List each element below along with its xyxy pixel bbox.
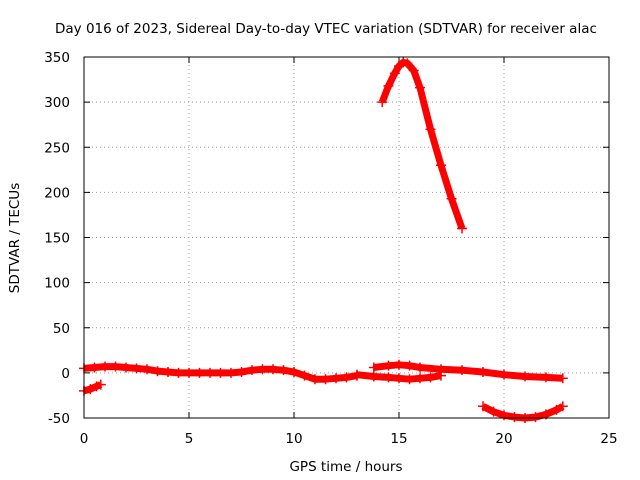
data-point	[377, 97, 388, 108]
data-point	[457, 223, 467, 234]
x-tick-label: 0	[80, 431, 89, 447]
series-track-e	[377, 57, 467, 234]
data-point	[121, 362, 131, 373]
data-point	[478, 366, 488, 377]
data-point	[398, 57, 409, 68]
data-point	[541, 372, 551, 383]
data-point	[530, 412, 541, 423]
data-point	[394, 359, 404, 370]
data-point	[415, 373, 425, 384]
data-point	[488, 406, 499, 417]
data-point	[557, 401, 568, 412]
data-point	[394, 373, 404, 384]
data-point	[499, 410, 509, 421]
axis-ticks: 0 5 10 15 20 25 -50 0 50 100 150 200 250 300 350	[44, 50, 617, 447]
data-point	[236, 366, 247, 377]
series-line	[378, 58, 466, 230]
data-point	[383, 80, 394, 91]
data-point	[320, 374, 331, 385]
data-point	[520, 371, 530, 382]
data-point	[352, 369, 362, 380]
data-point	[408, 65, 419, 76]
data-point	[91, 381, 102, 392]
series-track-c	[368, 359, 568, 384]
chart-title: Day 016 of 2023, Sidereal Day-to-day VTE…	[55, 21, 597, 37]
data-point	[478, 401, 488, 412]
data-point	[415, 362, 425, 373]
x-tick-label: 15	[390, 431, 407, 447]
data-point	[383, 372, 394, 383]
data-point	[331, 373, 341, 384]
data-point	[173, 367, 184, 378]
y-tick-label: 100	[44, 276, 70, 292]
x-tick-label: 5	[185, 431, 194, 447]
data-point	[310, 374, 320, 385]
data-point	[457, 365, 467, 376]
data-point	[152, 366, 163, 377]
y-tick-label: 250	[44, 140, 70, 156]
data-point	[389, 68, 400, 79]
data-point	[404, 374, 415, 385]
data-point	[226, 367, 236, 378]
data-point	[89, 362, 100, 373]
y-tick-label: -50	[48, 411, 70, 427]
data-point	[184, 367, 194, 378]
x-tick-label: 25	[600, 431, 617, 447]
plot-frame	[83, 56, 610, 419]
y-tick-label: 350	[44, 50, 70, 66]
data-point	[142, 364, 152, 375]
data-point	[194, 367, 205, 378]
grid-lines	[84, 57, 609, 418]
y-tick-label: 150	[44, 231, 70, 247]
data-point	[278, 365, 289, 376]
data-point	[383, 360, 394, 371]
data-point	[436, 160, 446, 171]
data-point	[509, 412, 520, 423]
data-point	[299, 370, 310, 381]
data-point	[247, 365, 257, 376]
data-point	[268, 364, 278, 375]
data-point	[257, 364, 268, 375]
data-point	[402, 58, 413, 69]
data-point	[551, 404, 562, 415]
y-tick-label: 300	[44, 95, 70, 111]
data-point	[131, 363, 142, 374]
y-tick-label: 200	[44, 185, 70, 201]
y-tick-label: 0	[61, 366, 70, 382]
data-point	[436, 370, 446, 381]
data-point	[499, 369, 509, 380]
data-point	[100, 361, 110, 372]
y-axis-label: SDTVAR / TECUs	[7, 183, 23, 293]
data-point	[415, 82, 425, 93]
data-point	[557, 373, 568, 384]
data-point	[95, 379, 106, 390]
data-point	[446, 193, 457, 204]
data-point	[215, 367, 226, 378]
data-point	[85, 384, 96, 395]
y-tick-label: 50	[53, 321, 70, 337]
data-point	[205, 367, 215, 378]
series-line	[83, 381, 103, 395]
data-point	[163, 366, 173, 377]
data-point	[368, 371, 379, 382]
x-axis-label: GPS time / hours	[289, 459, 402, 475]
data-point	[425, 124, 436, 135]
data-point	[110, 361, 121, 372]
data-point	[368, 362, 379, 373]
data-point	[341, 372, 352, 383]
data-point	[404, 360, 415, 371]
data-point	[289, 366, 299, 377]
series-track-d	[352, 369, 446, 385]
data-point	[425, 372, 436, 383]
series-track-a	[79, 361, 362, 385]
x-tick-label: 20	[495, 431, 512, 447]
x-tick-label: 10	[285, 431, 302, 447]
